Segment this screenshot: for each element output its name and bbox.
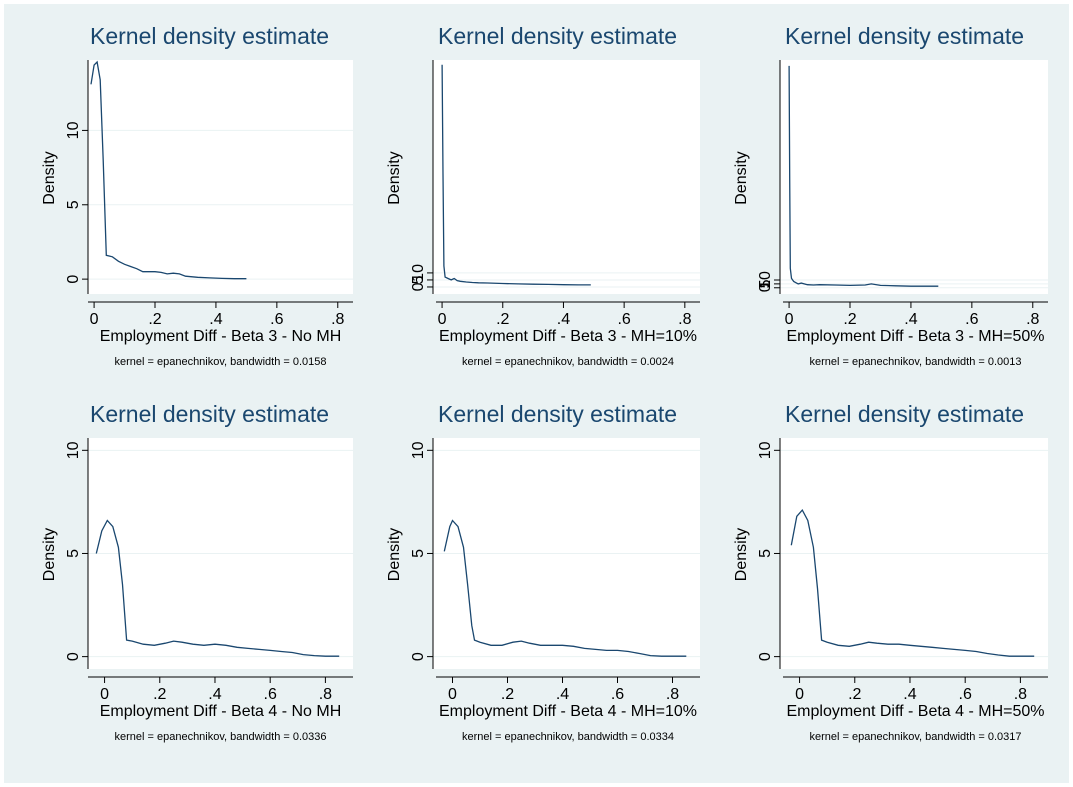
chart-title: Kernel density estimate [785, 23, 1024, 49]
x-tick-label: .6 [611, 686, 624, 703]
y-axis-title: Density [733, 528, 750, 581]
chart-title: Kernel density estimate [90, 23, 329, 49]
y-tick-label: 5 [65, 549, 82, 558]
x-tick-label: .6 [270, 311, 283, 328]
y-axis-title: Density [41, 528, 58, 581]
plot-area [88, 60, 353, 294]
density-line [95, 519, 340, 657]
x-tick-label: .2 [148, 311, 161, 328]
y-tick-label: 10 [410, 441, 427, 459]
x-tick-label: .4 [557, 311, 570, 328]
x-tick-label: .4 [209, 311, 222, 328]
x-tick-label: .6 [965, 311, 978, 328]
x-tick-label: .2 [843, 311, 856, 328]
chart-title: Kernel density estimate [785, 401, 1024, 427]
x-tick-label: .6 [959, 686, 972, 703]
y-tick-label: 10 [65, 121, 82, 139]
density-line [788, 65, 939, 287]
y-tick-label: 0 [757, 283, 774, 292]
y-tick-label: 5 [410, 549, 427, 558]
bandwidth-note: kernel = epanechnikov, bandwidth = 0.033… [462, 731, 674, 743]
x-tick-label: .8 [678, 311, 691, 328]
x-tick-label: .8 [1026, 311, 1039, 328]
x-axis-title: Employment Diff - Beta 4 - MH=10% [439, 703, 697, 720]
y-axis-title: Density [733, 151, 750, 204]
x-tick-label: .2 [848, 686, 861, 703]
x-tick-label: .4 [208, 686, 221, 703]
y-tick-label: 5 [65, 200, 82, 209]
y-tick-label: 10 [65, 441, 82, 459]
x-tick-label: .8 [666, 686, 679, 703]
y-tick-label: 10 [757, 441, 774, 459]
x-axis-title: Employment Diff - Beta 3 - MH=50% [786, 328, 1044, 345]
plot-area [780, 60, 1048, 294]
x-axis-title: Employment Diff - Beta 4 - MH=50% [786, 703, 1044, 720]
x-tick-label: .4 [556, 686, 569, 703]
x-tick-label: .8 [319, 686, 332, 703]
y-tick-label: 10 [410, 264, 427, 282]
x-tick-label: .2 [496, 311, 509, 328]
density-line [443, 519, 687, 657]
x-tick-label: .8 [1014, 686, 1027, 703]
y-tick-label: 0 [65, 275, 82, 284]
y-tick-label: 5 [410, 275, 427, 284]
y-tick-label: 0 [65, 652, 82, 661]
y-axis-title: Density [386, 528, 403, 581]
x-tick-label: .6 [264, 686, 277, 703]
bandwidth-note: kernel = epanechnikov, bandwidth = 0.033… [114, 731, 326, 743]
x-tick-label: .4 [903, 686, 916, 703]
y-axis-title: Density [386, 151, 403, 204]
chart-title: Kernel density estimate [90, 401, 329, 427]
y-tick-label: 0 [757, 652, 774, 661]
y-tick-label: 5 [757, 279, 774, 288]
x-tick-label: 0 [90, 311, 99, 328]
x-tick-label: .2 [501, 686, 514, 703]
density-line [90, 60, 247, 280]
plot-area [433, 60, 700, 294]
kernel-density-figure: Kernel density estimate0510Density0.2.4.… [41, 23, 1048, 743]
bandwidth-note: kernel = epanechnikov, bandwidth = 0.031… [809, 731, 1021, 743]
x-axis-title: Employment Diff - Beta 4 - No MH [100, 703, 342, 720]
x-tick-label: 0 [438, 311, 447, 328]
bandwidth-note: kernel = epanechnikov, bandwidth = 0.001… [809, 356, 1021, 368]
x-tick-label: .2 [153, 686, 166, 703]
x-tick-label: 0 [448, 686, 457, 703]
density-line [790, 508, 1035, 657]
x-tick-label: 0 [100, 686, 109, 703]
x-tick-label: 0 [785, 311, 794, 328]
y-axis-title: Density [41, 151, 58, 204]
chart-title: Kernel density estimate [438, 23, 677, 49]
x-tick-label: 0 [795, 686, 804, 703]
bandwidth-note: kernel = epanechnikov, bandwidth = 0.015… [114, 356, 326, 368]
x-tick-label: .6 [617, 311, 630, 328]
x-axis-title: Employment Diff - Beta 3 - No MH [100, 328, 342, 345]
y-tick-label: 0 [410, 652, 427, 661]
x-tick-label: .4 [904, 311, 917, 328]
chart-title: Kernel density estimate [438, 401, 677, 427]
x-axis-title: Employment Diff - Beta 3 - MH=10% [439, 328, 697, 345]
bandwidth-note: kernel = epanechnikov, bandwidth = 0.002… [462, 356, 674, 368]
density-line [441, 64, 591, 286]
x-tick-label: .8 [331, 311, 344, 328]
figure-background: Kernel density estimate 0 5 10 Density 0.2.4.… [4, 4, 1069, 783]
y-tick-label: 0 [410, 282, 427, 291]
y-tick-label: 10 [757, 271, 774, 289]
y-tick-label: 5 [757, 549, 774, 558]
